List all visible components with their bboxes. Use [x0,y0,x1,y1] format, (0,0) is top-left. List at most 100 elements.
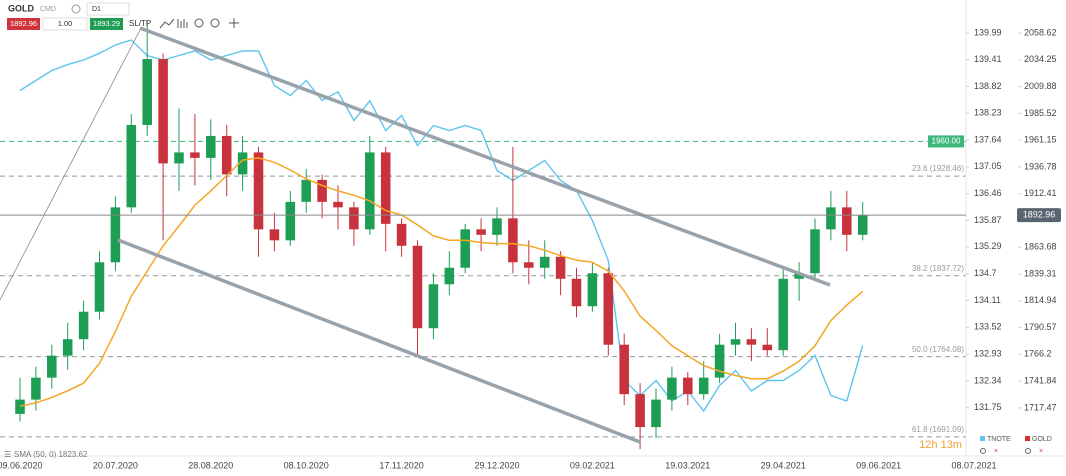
x-tick-label: 09.06.2020 [0,460,43,470]
y-tick-label: 1985.52 [1024,108,1057,118]
toolbar: GOLD CMD D1 1892.96 1.00 1893.29 SL/TP [7,2,239,31]
legend-swatch [1025,436,1030,441]
price-tag [1017,208,1061,223]
channel-upper[interactable] [139,26,831,287]
candle-body [237,152,248,175]
plot-area: 1960.00 23.6 (1928.46) 38.2 (1837.72) 50.0 … [0,20,966,450]
candle-body [15,399,25,414]
sltp-button[interactable]: SL/TP [129,19,151,28]
zoom-in-icon[interactable] [210,18,220,28]
y2-tick-label: 139.41 [974,54,1002,64]
y2-tick-label: 134.7 [974,268,997,278]
bars-tool-icon[interactable] [177,19,188,28]
level-label: 50.0 (1764.08) [912,345,964,354]
candle-body [444,267,455,285]
y2-tick-label: 138.82 [974,81,1002,91]
candle-body [619,344,629,395]
legend-label: TNOTE [987,436,1011,443]
y-tick-label: 1717.47 [1024,402,1057,412]
y-tick-label: 2058.62 [1024,27,1057,37]
y-tick-label: 1961.15 [1024,135,1057,145]
x-tick-label: 09.02.2021 [570,460,615,470]
symbol[interactable]: GOLD [8,3,34,13]
timer: 12h 13m [919,439,962,451]
y-tick-label: 1863.68 [1024,242,1057,252]
candle-body [62,339,73,356]
candle-body [221,135,232,175]
y2-tick-label: 137.64 [974,134,1002,144]
candle-body [428,284,439,329]
x-tick-label: 09.06.2021 [856,460,901,470]
candle-body [365,152,375,230]
market: CMD [40,6,56,13]
legend-label: GOLD [1032,436,1052,443]
y2-tick-label: 132.34 [974,375,1002,385]
candle-body [110,207,121,263]
candle-body [667,377,677,400]
volume: 1.00 [58,19,73,28]
candle-body [555,256,566,279]
level-tag [928,135,964,148]
candle-body [842,207,852,235]
level-label: 1960.00 [932,137,961,146]
candle-body [635,394,645,428]
candle-body [524,262,534,268]
interval: D1 [92,6,101,13]
line-tool-icon[interactable] [159,18,175,29]
candle-body [396,223,407,246]
y-tick-label: 1839.31 [1024,268,1057,278]
legend-eye [980,448,986,454]
candle-body [206,135,216,158]
legend-eye [1025,448,1031,454]
legend: TNOTE × GOLD × [980,436,1052,455]
x-tick-label: 17.11.2020 [379,460,423,470]
candle-body [651,399,661,428]
sell-button[interactable] [7,18,40,30]
zoom-out-icon[interactable] [194,18,204,28]
candle-body [508,218,518,263]
x-tick-label: 29.12.2020 [474,460,519,470]
candle-body [269,229,280,241]
y2-tick-label: 133.52 [974,322,1002,332]
trend-line[interactable] [0,29,141,301]
candle-body [333,201,343,208]
volume-input[interactable] [42,17,88,31]
bid-price: 1892.96 [10,19,37,28]
indicator-label: SMA (50, 0) 1823.62 [14,450,88,459]
candle-body [539,256,550,268]
candle-body [571,278,582,307]
interval-select[interactable] [86,2,130,16]
candle-body [683,377,693,395]
candle-body [94,262,105,312]
candle-body [492,218,502,235]
candle-body [460,229,470,268]
level-label: 61.8 (1691.09) [912,425,964,434]
candle-body [380,152,391,224]
y-tick-label: 1741.84 [1024,375,1057,385]
buy-button[interactable] [90,18,123,30]
channel-lower[interactable] [117,238,641,444]
candle-body [762,344,773,351]
legend-swatch [980,436,985,441]
candle-body [253,152,264,230]
price-tag-label: 1892.96 [1023,209,1056,219]
y2-tick-label: 131.75 [974,402,1002,412]
y2-tick-label: 134.11 [974,295,1001,305]
indicator-icon[interactable]: ☰ [4,450,11,459]
candle-body [126,124,137,208]
candle-body [301,179,311,202]
y2-tick-label: 139.99 [974,28,1002,38]
candle-body [826,207,836,230]
legend-close: × [1039,448,1043,455]
candle-body [714,344,725,378]
legend-close: × [994,448,998,455]
crosshair-icon[interactable] [229,18,239,28]
info-icon[interactable] [71,4,81,14]
candle-body [317,179,327,202]
x-tick-label: 29.04.2021 [761,460,806,470]
y2-tick-label: 135.29 [974,241,1002,251]
candle-body [857,215,868,235]
candle-body [349,207,359,230]
candle-body [587,273,598,307]
